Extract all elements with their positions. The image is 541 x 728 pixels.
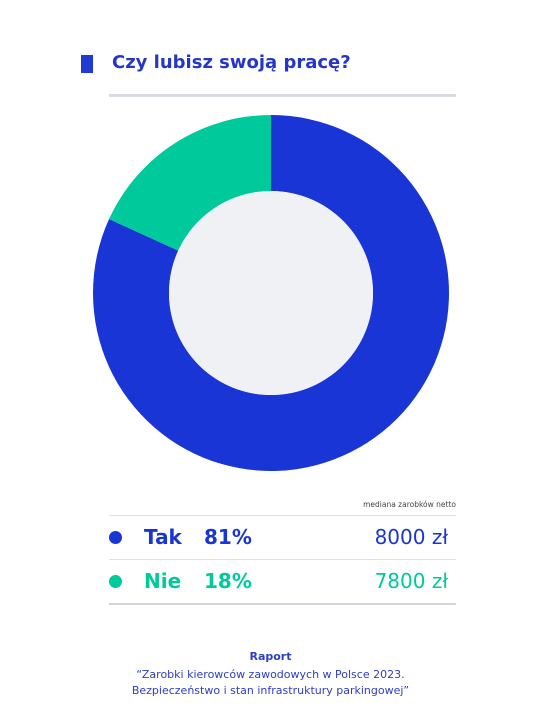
legend-percent-tak: 81%	[204, 525, 252, 549]
legend-row-nie: Nie 18% 7800 zł	[109, 561, 456, 601]
legend-label-tak: Tak	[144, 525, 182, 549]
legend-divider	[109, 515, 456, 516]
donut-center	[169, 191, 373, 395]
title-divider	[109, 94, 456, 97]
donut-slice-tak	[92, 115, 449, 471]
legend-bottom-divider	[109, 603, 456, 605]
legend-salary-tak: 8000 zł	[374, 525, 448, 549]
legend-percent-nie: 18%	[204, 569, 252, 593]
legend-dot-nie	[109, 575, 122, 588]
legend-divider	[109, 559, 456, 560]
legend-row-tak: Tak 81% 8000 zł	[109, 517, 456, 557]
title-marker	[81, 55, 93, 73]
legend-label-nie: Nie	[144, 569, 182, 593]
footer-title: Raport	[249, 650, 292, 663]
footer-line-2: Bezpieczeństwo i stan infrastruktury par…	[131, 684, 410, 697]
legend-salary-nie: 7800 zł	[374, 569, 448, 593]
page-title: Czy lubisz swoją pracę?	[112, 52, 351, 73]
footer-line-1: “Zarobki kierowców zawodowych w Polsce 2…	[136, 668, 405, 681]
median-label: mediana zarobków netto	[363, 500, 456, 509]
legend-dot-tak	[109, 531, 122, 544]
donut-slice-nie	[109, 115, 271, 251]
